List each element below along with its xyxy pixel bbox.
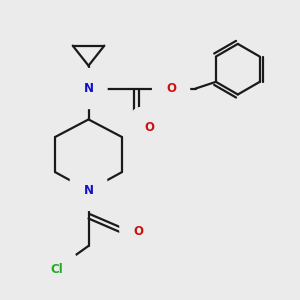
Text: N: N bbox=[83, 82, 94, 95]
Text: O: O bbox=[144, 121, 154, 134]
Text: N: N bbox=[83, 184, 94, 197]
Text: Cl: Cl bbox=[50, 263, 63, 276]
Text: O: O bbox=[134, 225, 143, 239]
Text: O: O bbox=[166, 82, 176, 95]
